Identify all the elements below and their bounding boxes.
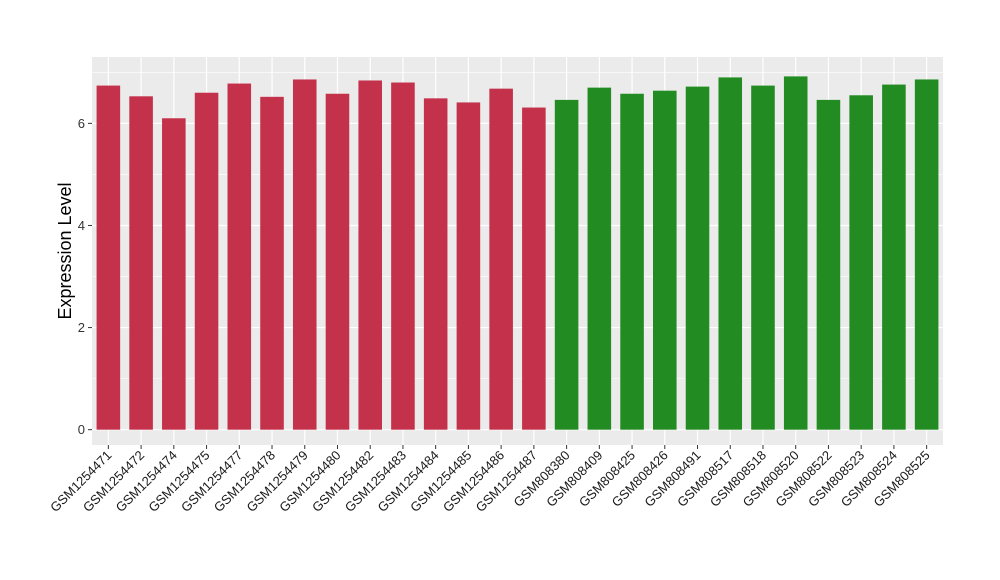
bar-GSM808524 xyxy=(882,84,906,430)
bar-GSM1254478 xyxy=(260,96,284,430)
bar-GSM808409 xyxy=(587,87,612,430)
x-axis: GSM1254471GSM1254472GSM1254474GSM1254475… xyxy=(47,445,933,515)
bar-GSM1254475 xyxy=(194,92,219,430)
bar-GSM808517 xyxy=(718,77,743,430)
y-tick-label: 2 xyxy=(78,320,85,335)
bar-GSM1254471 xyxy=(96,85,121,430)
bar-GSM1254474 xyxy=(162,118,186,430)
bar-GSM1254477 xyxy=(227,83,252,430)
bar-GSM808425 xyxy=(620,93,644,430)
bar-GSM808522 xyxy=(816,99,841,430)
y-axis: 0 2 4 6 xyxy=(78,116,92,437)
bar-GSM1254480 xyxy=(325,93,350,430)
bar-GSM808523 xyxy=(849,95,873,430)
bar-GSM1254482 xyxy=(358,80,382,430)
bar-GSM1254483 xyxy=(391,82,415,430)
bar-GSM808426 xyxy=(653,90,677,430)
bar-GSM808525 xyxy=(914,79,939,430)
y-tick-label: 0 xyxy=(78,422,85,437)
y-axis-title: Expression Level xyxy=(55,182,75,319)
bar-GSM1254486 xyxy=(489,88,513,430)
bar-GSM1254484 xyxy=(423,98,448,430)
bar-GSM808520 xyxy=(783,76,808,430)
y-tick-label: 4 xyxy=(78,218,85,233)
plot-panel xyxy=(92,57,943,445)
bar-GSM1254487 xyxy=(522,107,546,430)
bar-GSM1254485 xyxy=(456,102,481,430)
bar-GSM1254472 xyxy=(129,96,153,430)
y-tick-label: 6 xyxy=(78,116,85,131)
bar-GSM808518 xyxy=(751,85,775,430)
bars xyxy=(96,76,939,430)
bar-GSM808491 xyxy=(685,86,710,430)
bar-GSM1254479 xyxy=(292,79,317,430)
bar-GSM808380 xyxy=(554,99,579,430)
